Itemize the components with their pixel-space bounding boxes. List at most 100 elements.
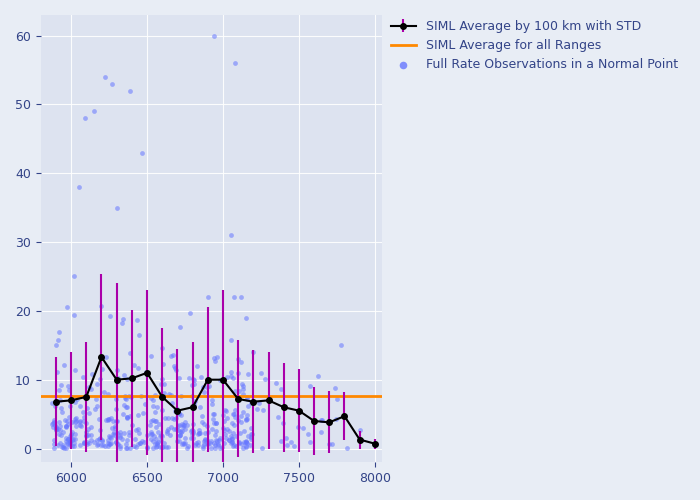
Point [69, 398, 80, 406]
Point [158, 439, 169, 447]
Point [195, 403, 206, 411]
Point [238, 384, 249, 392]
Point [150, 434, 162, 442]
Point [237, 444, 248, 452]
Point [48, 436, 59, 444]
Point [111, 366, 122, 374]
Point [81, 440, 92, 448]
Point [197, 442, 209, 450]
Point [147, 402, 158, 410]
Point [57, 443, 69, 451]
Point [141, 444, 153, 452]
Point [176, 411, 187, 419]
Point [115, 444, 126, 452]
Point [80, 418, 92, 426]
Point [253, 399, 265, 407]
Point [245, 441, 256, 449]
Point [105, 434, 116, 442]
Point [148, 432, 160, 440]
Point [272, 413, 284, 421]
Point [176, 440, 188, 448]
Point [139, 438, 150, 446]
Point [192, 362, 203, 370]
Point [155, 443, 166, 451]
Point [62, 417, 73, 425]
Point [208, 419, 219, 427]
Point [156, 442, 167, 450]
Point [190, 440, 202, 448]
Point [138, 409, 149, 417]
Point [248, 348, 259, 356]
Point [212, 352, 223, 360]
Point [75, 422, 86, 430]
Point [240, 438, 251, 446]
Point [238, 390, 249, 398]
Point [276, 437, 287, 445]
Point [202, 428, 214, 436]
Point [70, 422, 81, 430]
Point [240, 415, 251, 423]
Point [117, 435, 128, 443]
Point [59, 444, 70, 452]
Point [177, 420, 188, 428]
Point [153, 428, 164, 436]
Point [174, 324, 186, 332]
Point [55, 438, 66, 446]
Point [132, 411, 144, 419]
Point [240, 438, 251, 446]
Point [51, 422, 62, 430]
Point [83, 431, 94, 439]
Point [186, 381, 197, 389]
Point [141, 368, 152, 376]
Point [186, 426, 197, 434]
Point [174, 432, 185, 440]
Point [94, 416, 105, 424]
Point [323, 440, 335, 448]
Point [147, 416, 158, 424]
Point [172, 426, 183, 434]
Point [184, 310, 195, 318]
Point [219, 426, 230, 434]
Point [66, 428, 78, 436]
Point [316, 428, 327, 436]
Point [209, 354, 220, 362]
Point [83, 382, 94, 390]
Point [110, 438, 121, 446]
Point [256, 444, 267, 452]
Point [214, 376, 225, 384]
Point [60, 423, 71, 431]
Point [94, 434, 106, 442]
Point [193, 441, 204, 449]
Point [146, 430, 157, 438]
Point [260, 375, 271, 383]
Point [150, 442, 162, 450]
Point [111, 417, 122, 425]
Point [215, 444, 226, 452]
Point [69, 414, 80, 422]
Point [160, 443, 172, 451]
Point [104, 414, 115, 422]
Point [341, 444, 352, 452]
Point [241, 443, 252, 451]
Point [234, 440, 245, 448]
Point [56, 408, 67, 416]
Point [206, 438, 217, 446]
Point [227, 429, 238, 437]
Point [174, 374, 185, 382]
Point [177, 422, 188, 430]
Point [120, 392, 131, 400]
Point [220, 430, 231, 438]
Point [47, 420, 58, 428]
Point [194, 428, 205, 436]
Point [67, 436, 78, 444]
Point [236, 358, 247, 366]
Point [64, 438, 76, 446]
Point [194, 426, 205, 434]
Point [63, 382, 74, 390]
Point [316, 416, 328, 424]
Point [130, 444, 141, 452]
Point [53, 328, 64, 336]
Point [64, 402, 76, 410]
Point [47, 423, 58, 431]
Point [112, 374, 123, 382]
